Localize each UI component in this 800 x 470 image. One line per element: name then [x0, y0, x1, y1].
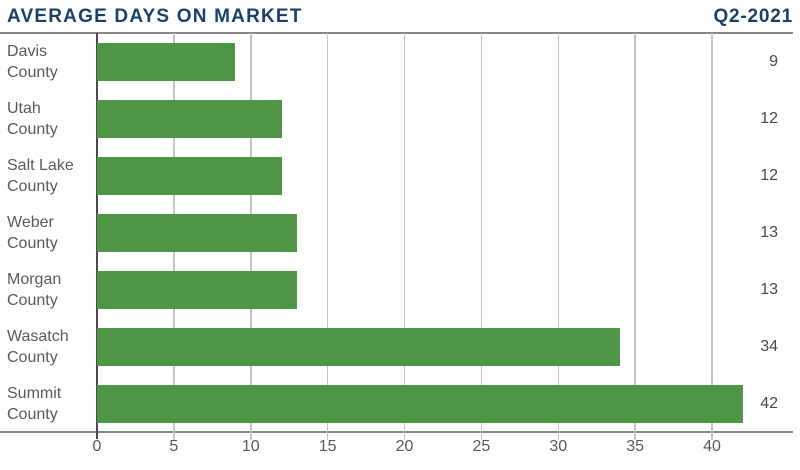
bar [97, 156, 282, 195]
category-label: Davis County [7, 42, 58, 81]
axis-tick-30 [557, 431, 559, 440]
x-axis-line [0, 431, 793, 433]
x-tick-label-20: 20 [395, 438, 414, 455]
value-label: 9 [769, 52, 778, 70]
bar [97, 99, 282, 138]
x-tick-label-40: 40 [703, 438, 721, 455]
gridline-30 [557, 33, 559, 432]
value-label: 13 [760, 280, 778, 298]
category-label: Summit County [7, 384, 62, 423]
category-label: Utah County [7, 99, 58, 138]
axis-tick-20 [403, 431, 406, 440]
value-label: 42 [760, 394, 778, 412]
x-tick-label-35: 35 [626, 438, 645, 455]
axis-tick-10 [250, 431, 252, 440]
category-label: Weber County [7, 213, 58, 252]
gridline-15 [326, 33, 329, 432]
axis-tick-25 [480, 431, 483, 440]
value-label: 12 [760, 166, 778, 184]
bar [97, 42, 236, 81]
plot-top-border [0, 32, 793, 34]
x-tick-label-10: 10 [241, 438, 260, 455]
x-tick-label-30: 30 [549, 438, 568, 455]
x-tick-label-5: 5 [169, 438, 179, 455]
bar [97, 270, 297, 309]
category-label: Wasatch County [7, 327, 69, 366]
axis-tick-5 [173, 431, 175, 440]
value-label: 34 [760, 337, 778, 355]
gridline-25 [480, 33, 483, 432]
gridline-35 [634, 33, 636, 432]
chart-title: AVERAGE DAYS ON MARKET [7, 6, 303, 27]
bar [97, 213, 297, 252]
x-tick-label-15: 15 [318, 438, 337, 455]
x-tick-label-0: 0 [92, 438, 102, 455]
x-tick-label-25: 25 [472, 438, 491, 455]
gridline-20 [403, 33, 406, 432]
bar [97, 384, 743, 423]
axis-tick-15 [326, 431, 329, 440]
bar [97, 327, 620, 366]
category-label: Morgan County [7, 270, 62, 309]
category-label: Salt Lake County [7, 156, 74, 195]
axis-tick-40 [711, 431, 713, 440]
gridline-40 [711, 33, 713, 432]
value-label: 12 [760, 109, 778, 127]
value-label: 13 [760, 223, 778, 241]
axis-tick-35 [634, 431, 636, 440]
chart-period-label: Q2-2021 [713, 6, 793, 27]
